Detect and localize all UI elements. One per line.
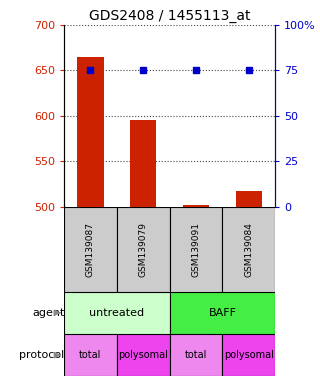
Bar (170, 291, 275, 334)
Text: agent: agent (32, 308, 65, 318)
Bar (170, 334, 222, 376)
Text: total: total (79, 350, 101, 360)
Text: BAFF: BAFF (208, 308, 236, 318)
Text: protocol: protocol (19, 350, 65, 360)
Bar (117, 207, 170, 291)
Bar (183, 205, 209, 207)
Title: GDS2408 / 1455113_at: GDS2408 / 1455113_at (89, 8, 250, 23)
Bar (77, 57, 104, 207)
Bar (64, 291, 170, 334)
Bar (130, 120, 156, 207)
Bar (170, 207, 222, 291)
Bar (117, 334, 170, 376)
Text: polysomal: polysomal (118, 350, 168, 360)
Text: GSM139087: GSM139087 (86, 222, 95, 276)
Text: untreated: untreated (89, 308, 144, 318)
Bar (222, 334, 275, 376)
Bar (64, 334, 117, 376)
Text: polysomal: polysomal (224, 350, 274, 360)
Text: total: total (185, 350, 207, 360)
Text: GSM139084: GSM139084 (244, 222, 253, 276)
Text: GSM139091: GSM139091 (191, 222, 201, 276)
Bar (222, 207, 275, 291)
Text: GSM139079: GSM139079 (139, 222, 148, 276)
Bar (64, 207, 117, 291)
Bar (236, 191, 262, 207)
